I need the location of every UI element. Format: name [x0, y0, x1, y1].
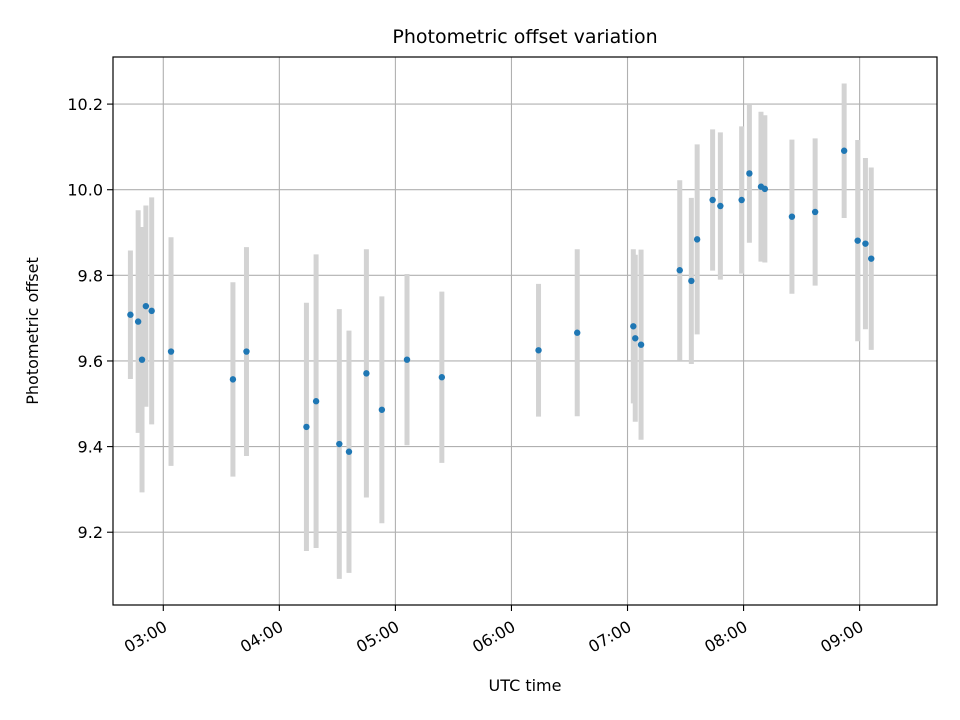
data-point	[127, 311, 134, 318]
data-point	[243, 348, 250, 355]
data-point	[676, 267, 683, 274]
chart-title: Photometric offset variation	[392, 26, 657, 48]
x-tick-label: 09:00	[817, 617, 866, 657]
data-point	[688, 277, 695, 285]
data-point	[535, 347, 542, 354]
data-point	[438, 374, 446, 381]
data-point	[138, 356, 146, 363]
data-point	[811, 208, 819, 216]
data-point	[336, 440, 343, 448]
x-tick-label: 07:00	[585, 617, 634, 657]
data-point	[574, 329, 581, 336]
x-axis-ticks: 03:00 04:00 05:00 06:00 07:00 08:00 09:00	[121, 605, 867, 656]
data-point	[854, 237, 861, 244]
data-point	[148, 307, 155, 315]
data-point	[709, 196, 716, 204]
y-tick-label: 9.8	[78, 266, 103, 285]
data-point	[142, 302, 150, 310]
y-tick-label: 9.2	[78, 523, 103, 542]
data-point	[632, 335, 639, 342]
data-point	[303, 423, 310, 431]
y-tick-label: 9.6	[78, 352, 103, 371]
data-points	[127, 147, 875, 455]
data-point	[746, 170, 753, 177]
data-point	[788, 213, 796, 220]
y-tick-label: 9.4	[78, 438, 103, 457]
data-point	[868, 255, 875, 262]
x-tick-label: 05:00	[353, 617, 402, 657]
y-axis-ticks: 9.2 9.4 9.6 9.8 10.0 10.2	[67, 95, 113, 542]
y-tick-label: 10.2	[67, 95, 103, 114]
error-bars	[127, 83, 874, 579]
data-point	[630, 323, 637, 330]
data-point	[637, 341, 645, 348]
x-tick-label: 03:00	[121, 617, 170, 657]
data-point	[363, 370, 370, 377]
y-axis-label: Photometric offset	[23, 257, 42, 405]
data-point	[761, 185, 769, 193]
data-point	[134, 318, 142, 325]
data-point	[229, 376, 237, 383]
data-point	[378, 406, 386, 413]
data-point	[717, 202, 724, 210]
x-tick-label: 08:00	[701, 617, 750, 657]
data-point	[167, 348, 175, 355]
y-tick-label: 10.0	[67, 181, 103, 200]
data-point	[862, 240, 869, 247]
data-point	[693, 236, 701, 243]
x-tick-label: 04:00	[237, 617, 286, 657]
x-axis-label: UTC time	[489, 676, 562, 695]
plot-frame	[112, 56, 938, 606]
x-tick-label: 06:00	[469, 617, 518, 657]
data-point	[312, 398, 320, 405]
data-point	[403, 356, 411, 363]
data-point	[345, 448, 353, 455]
data-point	[840, 147, 848, 154]
data-point	[738, 196, 745, 204]
